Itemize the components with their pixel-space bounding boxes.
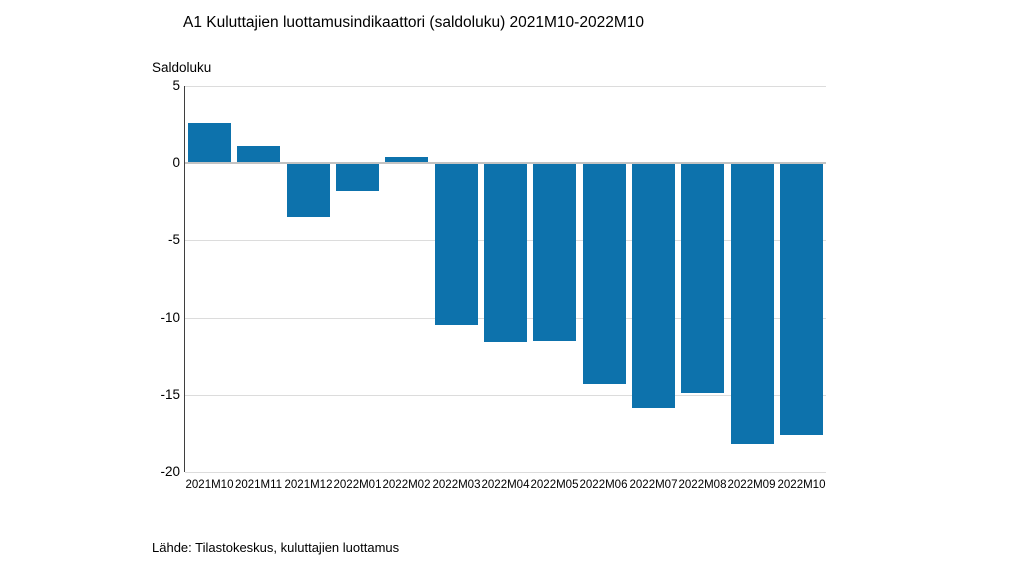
gridline: [185, 86, 826, 87]
bar: [237, 146, 280, 163]
bar: [287, 163, 330, 217]
bar: [385, 157, 428, 163]
bar: [533, 163, 576, 341]
gridline: [185, 472, 826, 473]
x-tick-label: 2022M05: [530, 479, 579, 491]
bar: [731, 163, 774, 444]
x-tick-label: 2022M07: [629, 479, 678, 491]
bar: [484, 163, 527, 342]
gridline: [185, 395, 826, 396]
x-tick-label: 2022M06: [579, 479, 628, 491]
y-tick-label: -15: [160, 387, 180, 402]
x-tick-label: 2022M10: [777, 479, 826, 491]
x-tick-label: 2022M01: [333, 479, 382, 491]
y-tick-label: 0: [172, 155, 180, 170]
x-tick-label: 2021M10: [185, 479, 234, 491]
bar: [336, 163, 379, 191]
y-tick-label: -5: [167, 232, 180, 247]
y-tick-label: -10: [160, 310, 180, 325]
y-axis-line: [184, 86, 185, 472]
x-tick-label: 2022M03: [432, 479, 481, 491]
x-tick-label: 2021M11: [234, 479, 283, 491]
bar: [583, 163, 626, 384]
source-text: Lähde: Tilastokeskus, kuluttajien luotta…: [152, 540, 400, 555]
y-axis-title: Saldoluku: [152, 60, 212, 75]
bar: [780, 163, 823, 435]
bar: [188, 123, 231, 163]
x-tick-label: 2022M02: [382, 479, 431, 491]
x-tick-label: 2021M12: [284, 479, 333, 491]
y-tick-label: -20: [160, 464, 180, 479]
chart-title: A1 Kuluttajien luottamusindikaattori (sa…: [183, 14, 644, 31]
y-tick-label: 5: [172, 78, 180, 93]
bar: [632, 163, 675, 408]
plot-area: [184, 86, 826, 473]
x-tick-label: 2022M04: [481, 479, 530, 491]
x-tick-label: 2022M08: [678, 479, 727, 491]
x-tick-label: 2022M09: [727, 479, 776, 491]
zero-line: [185, 162, 826, 164]
bar: [681, 163, 724, 393]
bar: [435, 163, 478, 325]
